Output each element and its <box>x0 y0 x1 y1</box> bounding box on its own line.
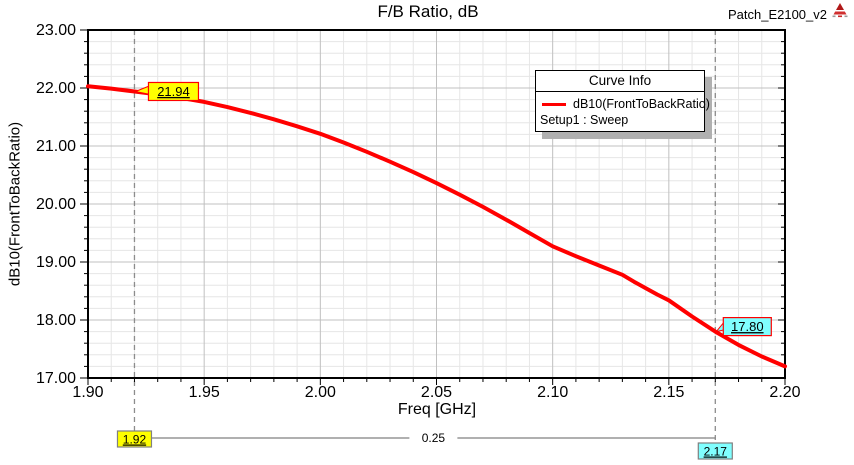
y-tick-label: 20.00 <box>36 196 76 213</box>
marker-box-m2[interactable] <box>722 317 772 337</box>
y-tick-label: 22.00 <box>36 80 76 97</box>
legend-title: Curve Info <box>536 71 704 92</box>
legend-setup-label: Setup1 : Sweep <box>540 113 629 127</box>
model-name-label: Patch_E2100_v2 <box>727 7 827 22</box>
x-marker-box-m2[interactable] <box>697 442 733 460</box>
plot-title: F/B Ratio, dB <box>377 2 479 21</box>
legend-box[interactable]: Curve Info dB10(FrontToBackRatio) Setup1… <box>535 70 710 132</box>
x-marker-label-m1: 1.92 <box>123 433 147 447</box>
marker-label-m2: 17.80 <box>731 319 764 334</box>
x-tick-label: 2.20 <box>769 384 800 401</box>
series-color-swatch <box>542 102 566 106</box>
x-tick-label: 1.95 <box>189 384 220 401</box>
x-axis-title: Freq [GHz] <box>397 401 477 418</box>
marker-box-m1[interactable] <box>147 81 200 102</box>
y-tick-label: 17.00 <box>36 370 76 387</box>
x-marker-label-m2: 2.17 <box>704 445 728 459</box>
y-tick-label: 23.00 <box>36 22 76 39</box>
delta-label: 0.25 <box>422 431 446 445</box>
ansys-logo-icon <box>832 3 848 18</box>
x-marker-box-m1[interactable] <box>116 430 153 448</box>
x-tick-label: 2.00 <box>305 384 336 401</box>
legend-series-label: dB10(FrontToBackRatio) <box>573 97 710 111</box>
y-tick-label: 19.00 <box>36 254 76 271</box>
x-tick-label: 2.10 <box>537 384 568 401</box>
y-tick-label: 18.00 <box>36 312 76 329</box>
y-tick-label: 21.00 <box>36 138 76 155</box>
marker-label-m1: 21.94 <box>157 84 190 99</box>
x-tick-label: 2.05 <box>421 384 452 401</box>
curve-dB10(FrontToBackRatio)[interactable] <box>86 84 787 369</box>
x-tick-label: 1.90 <box>72 384 103 401</box>
x-tick-label: 2.15 <box>653 384 684 401</box>
y-axis-title: dB10(FrontToBackRatio) <box>6 121 24 287</box>
